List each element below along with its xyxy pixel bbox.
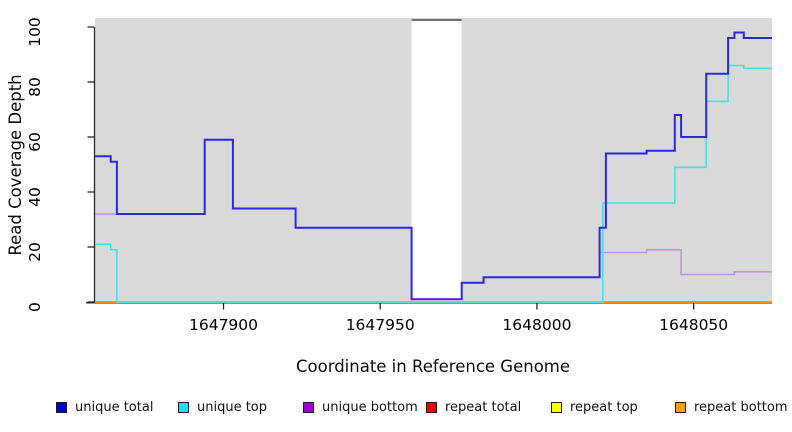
y-tick-label: 80 [26,77,44,97]
series-unique-total [95,31,772,301]
legend-label: unique total [75,399,154,415]
y-tick-label: 40 [26,187,44,207]
legend-item-repeat-total: repeat total [426,397,521,417]
x-tick-label: 1648000 [502,316,571,334]
y-axis-title: Read Coverage Depth [6,74,25,256]
legend: unique total unique top unique bottom re… [0,397,792,421]
legend-item-repeat-top: repeat top [551,397,638,417]
legend-swatch-repeat-total [426,401,437,413]
legend-item-repeat-bottom: repeat bottom [675,397,788,417]
legend-swatch-unique-bottom [303,401,314,413]
legend-label: repeat bottom [694,399,788,415]
legend-item-unique-bottom: unique bottom [303,397,418,417]
legend-label: unique bottom [322,399,418,415]
y-tick-label: 100 [26,17,44,47]
legend-swatch-unique-top [178,401,189,413]
legend-swatch-repeat-top [551,401,562,413]
gap-region [411,21,462,302]
x-axis-title: Coordinate in Reference Genome [295,357,571,376]
y-tick-label: 0 [26,302,44,312]
x-tick-label: 1648050 [659,316,728,334]
legend-label: unique top [197,399,268,415]
series-unique-top [95,64,772,303]
y-tick-label: 60 [26,132,44,152]
x-tick-label: 1647950 [346,316,415,334]
legend-item-unique-total: unique total [56,397,153,417]
legend-swatch-unique-total [56,401,67,413]
legend-item-unique-top: unique top [178,397,267,417]
legend-label: repeat top [570,399,638,415]
y-tick-label: 20 [26,242,44,262]
legend-label: repeat total [445,399,522,415]
legend-swatch-repeat-bottom [675,401,686,413]
x-tick-label: 1647900 [189,316,258,334]
